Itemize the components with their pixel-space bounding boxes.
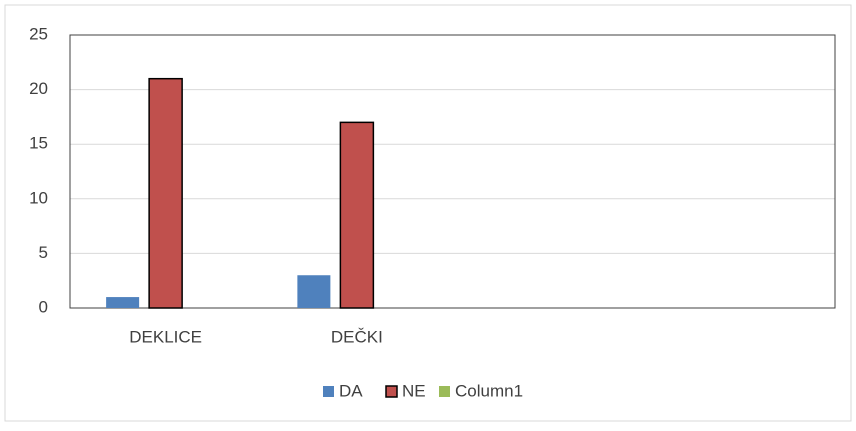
y-tick-label: 10	[29, 188, 48, 207]
bar	[106, 297, 140, 308]
y-tick-label: 15	[29, 134, 48, 153]
chart-border	[4, 4, 852, 422]
legend-label: DA	[339, 381, 363, 400]
legend-swatch	[385, 385, 398, 398]
x-tick-label: DEKLICE	[129, 327, 202, 346]
y-tick-label: 0	[39, 297, 48, 316]
y-tick-label: 5	[39, 243, 48, 262]
plot-border	[69, 34, 836, 309]
legend-label: Column1	[455, 381, 523, 400]
bar	[339, 121, 375, 309]
x-tick-label: DEČKI	[331, 327, 383, 346]
y-tick-label: 25	[29, 24, 48, 43]
legend-swatch	[323, 386, 334, 397]
y-tick-label: 20	[29, 79, 48, 98]
bar	[297, 275, 331, 308]
bar	[148, 77, 183, 309]
legend-swatch	[439, 386, 450, 397]
legend-label: NE	[402, 381, 426, 400]
